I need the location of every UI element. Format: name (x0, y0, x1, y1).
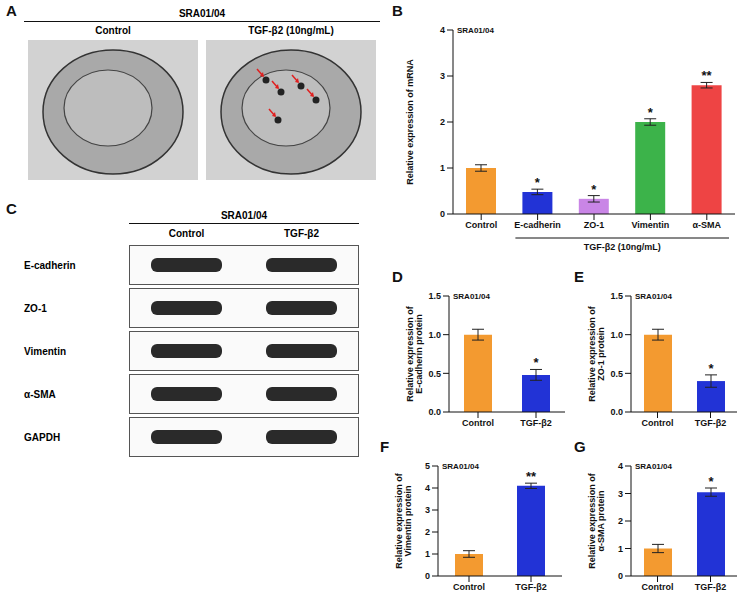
svg-text:2: 2 (425, 527, 430, 537)
svg-text:TGF-β2: TGF-β2 (695, 418, 727, 428)
svg-text:1: 1 (425, 549, 430, 559)
svg-text:Control: Control (453, 582, 485, 592)
html-text:E-cadherin: E-cadherin (24, 259, 76, 271)
svg-text:0: 0 (618, 571, 623, 581)
svg-text:1.5: 1.5 (610, 291, 623, 301)
svg-text:E-cadherin: E-cadherin (514, 220, 561, 230)
svg-text:2: 2 (618, 516, 623, 526)
html-text:SRA01/04: SRA01/04 (635, 462, 672, 471)
svg-text:*: * (708, 361, 714, 376)
html-text:C: C (6, 200, 17, 217)
svg-text:*: * (648, 105, 654, 120)
svg-text:TGF-β2: TGF-β2 (695, 582, 727, 592)
svg-text:0.5: 0.5 (428, 369, 441, 379)
html-text:E: E (574, 268, 584, 285)
svg-text:1.5: 1.5 (428, 291, 441, 301)
svg-text:4: 4 (440, 25, 445, 35)
svg-text:*: * (533, 355, 539, 370)
svg-text:3: 3 (440, 71, 445, 81)
svg-text:ZO-1: ZO-1 (584, 220, 605, 230)
svg-text:α-SMA protein: α-SMA protein (596, 490, 606, 551)
svg-text:Control: Control (642, 582, 674, 592)
html-text:B: B (392, 2, 403, 19)
svg-text:E-cadherin protein: E-cadherin protein (414, 314, 424, 394)
html-text:D: D (392, 268, 403, 285)
svg-text:0.0: 0.0 (428, 407, 441, 417)
svg-text:0.5: 0.5 (610, 369, 623, 379)
html-text:SRA01/04: SRA01/04 (635, 292, 672, 301)
html-text:Control: Control (168, 228, 205, 239)
svg-text:0: 0 (425, 571, 430, 581)
svg-text:Relative expression of: Relative expression of (405, 306, 416, 402)
svg-text:TGF-β2: TGF-β2 (515, 582, 547, 592)
svg-text:0: 0 (440, 209, 445, 219)
svg-text:4: 4 (618, 461, 623, 471)
svg-text:*: * (535, 175, 541, 190)
html-text:TGF-β2: TGF-β2 (284, 228, 319, 239)
html-text:SRA01/04: SRA01/04 (457, 26, 494, 35)
html-text:SRA01/04: SRA01/04 (220, 210, 268, 221)
svg-text:TGF-β2: TGF-β2 (520, 418, 552, 428)
svg-text:Control: Control (462, 418, 494, 428)
svg-text:3: 3 (425, 505, 430, 515)
svg-text:1.0: 1.0 (428, 330, 441, 340)
svg-text:**: ** (526, 469, 537, 484)
html-text:F: F (380, 438, 390, 455)
html-text:TGF-β2 (10ng/mL): TGF-β2 (10ng/mL) (248, 25, 334, 36)
html-text:Control: Control (95, 25, 131, 36)
svg-text:5: 5 (425, 461, 430, 471)
svg-text:*: * (708, 474, 714, 489)
svg-text:ZO-1 protein: ZO-1 protein (596, 327, 606, 381)
svg-text:α-SMA: α-SMA (693, 220, 722, 230)
html-text:TGF-β2 (10ng/mL): TGF-β2 (10ng/mL) (583, 242, 661, 252)
svg-text:4: 4 (425, 483, 430, 493)
html-text:ZO-1: ZO-1 (24, 302, 47, 314)
svg-text:Relative expression of: Relative expression of (394, 473, 405, 569)
html-text:G: G (574, 438, 586, 455)
svg-text:0.0: 0.0 (610, 407, 623, 417)
svg-text:Relative expression of mRNA: Relative expression of mRNA (405, 59, 415, 185)
svg-text:Vimentin protein: Vimentin protein (403, 486, 413, 557)
html-text:SRA01/04: SRA01/04 (442, 462, 479, 471)
svg-text:Vimentin: Vimentin (631, 220, 669, 230)
svg-text:Relative expression of: Relative expression of (587, 306, 598, 402)
html-text:SRA01/04: SRA01/04 (178, 8, 226, 19)
svg-text:2: 2 (440, 117, 445, 127)
svg-text:1.0: 1.0 (610, 330, 623, 340)
html-text:α-SMA: α-SMA (24, 388, 56, 400)
svg-text:1: 1 (440, 163, 445, 173)
html-text:A: A (6, 2, 17, 19)
svg-text:**: ** (702, 68, 713, 83)
svg-text:*: * (591, 182, 597, 197)
svg-text:Control: Control (642, 418, 674, 428)
svg-text:1: 1 (618, 544, 623, 554)
svg-text:Relative expression of: Relative expression of (587, 473, 598, 569)
html-text:GAPDH: GAPDH (24, 431, 61, 443)
svg-text:3: 3 (618, 489, 623, 499)
svg-text:Control: Control (465, 220, 497, 230)
html-text:SRA01/04: SRA01/04 (453, 292, 490, 301)
html-text:Vimentin: Vimentin (24, 345, 66, 357)
